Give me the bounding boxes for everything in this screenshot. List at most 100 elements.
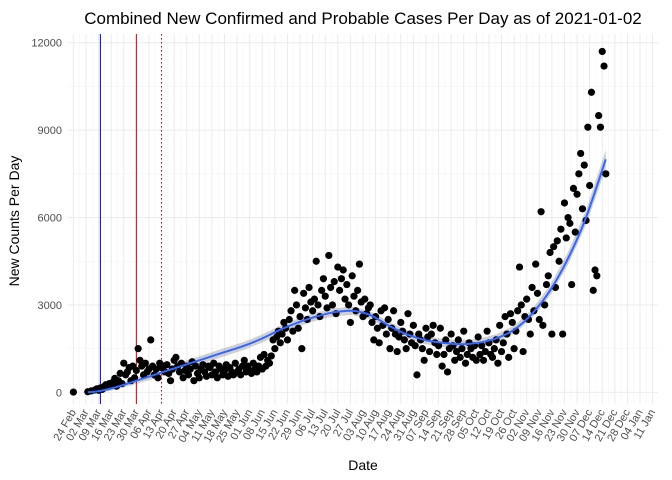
data-point [341, 295, 349, 303]
data-point [548, 330, 556, 338]
x-axis-label: Date [348, 457, 378, 473]
data-point [199, 361, 207, 369]
data-point [339, 266, 347, 274]
data-point [184, 371, 193, 379]
data-point [600, 62, 608, 70]
y-tick-label: 3000 [38, 300, 62, 312]
data-point [389, 307, 398, 315]
data-point [172, 353, 180, 361]
data-point [433, 350, 441, 359]
data-point [478, 342, 486, 350]
data-point [292, 301, 301, 309]
data-point [434, 342, 443, 350]
data-point [596, 123, 605, 131]
data-point [345, 301, 353, 309]
data-point [319, 275, 328, 283]
data-point [550, 243, 558, 251]
data-point [276, 339, 284, 347]
data-point [300, 289, 308, 297]
data-point [355, 260, 364, 268]
data-point [494, 359, 502, 367]
data-point [375, 339, 383, 347]
data-point [533, 289, 542, 297]
data-point [386, 345, 394, 353]
data-point [519, 347, 527, 356]
data-point [327, 283, 335, 292]
data-point [481, 347, 489, 356]
data-point [336, 286, 344, 294]
data-point [314, 301, 322, 309]
data-point [569, 184, 578, 193]
data-point [425, 347, 434, 356]
data-point [361, 295, 369, 303]
data-point [537, 208, 545, 216]
data-point [422, 324, 430, 332]
data-point [154, 374, 162, 382]
data-point [474, 333, 482, 341]
data-point [265, 359, 274, 367]
data-point [186, 365, 194, 373]
data-point [553, 237, 561, 245]
data-point [278, 330, 286, 338]
data-point [370, 336, 378, 344]
data-point [271, 345, 279, 353]
data-points [69, 47, 610, 396]
y-tick-label: 9000 [38, 125, 62, 137]
data-point [566, 219, 574, 227]
data-point [397, 318, 405, 327]
y-tick-label: 12000 [31, 38, 62, 50]
data-point [116, 369, 124, 378]
data-point [497, 347, 506, 356]
data-point [541, 301, 549, 309]
data-point [442, 336, 450, 344]
data-point [479, 356, 488, 364]
data-point [267, 352, 275, 360]
data-point [211, 368, 220, 376]
data-point [280, 318, 288, 327]
confidence-band-layer [87, 150, 606, 395]
data-point [328, 301, 337, 309]
data-point [305, 283, 313, 292]
data-point [463, 350, 471, 359]
data-point [283, 336, 292, 344]
data-point [555, 257, 563, 265]
data-point [337, 275, 346, 283]
data-point [546, 248, 554, 257]
data-point [523, 295, 531, 303]
data-point [382, 330, 390, 338]
data-point [562, 234, 570, 242]
data-point [501, 312, 509, 321]
data-point [578, 205, 587, 213]
data-point [312, 257, 320, 265]
data-point [508, 318, 516, 327]
data-point [350, 292, 358, 300]
data-point [602, 170, 610, 178]
data-point [325, 251, 333, 260]
data-point [595, 111, 603, 120]
data-point [418, 345, 426, 353]
data-point [587, 88, 596, 96]
data-point [289, 327, 297, 335]
data-point [411, 342, 419, 350]
data-point [454, 336, 462, 344]
data-point [120, 359, 128, 367]
data-point [443, 368, 452, 376]
data-point [532, 260, 540, 268]
data-point [510, 345, 518, 353]
reference-lines [99, 34, 163, 404]
data-point [373, 324, 381, 332]
data-point [321, 292, 329, 300]
data-point [395, 333, 403, 341]
data-point [542, 280, 551, 289]
data-point [296, 312, 304, 321]
data-point [409, 321, 417, 329]
chart-title: Combined New Confirmed and Probable Case… [84, 9, 642, 28]
data-point [413, 371, 421, 379]
data-point [192, 362, 200, 370]
data-point [366, 301, 374, 309]
data-point [526, 330, 534, 338]
data-point [237, 371, 245, 379]
data-point [213, 374, 221, 382]
data-point [436, 324, 444, 332]
